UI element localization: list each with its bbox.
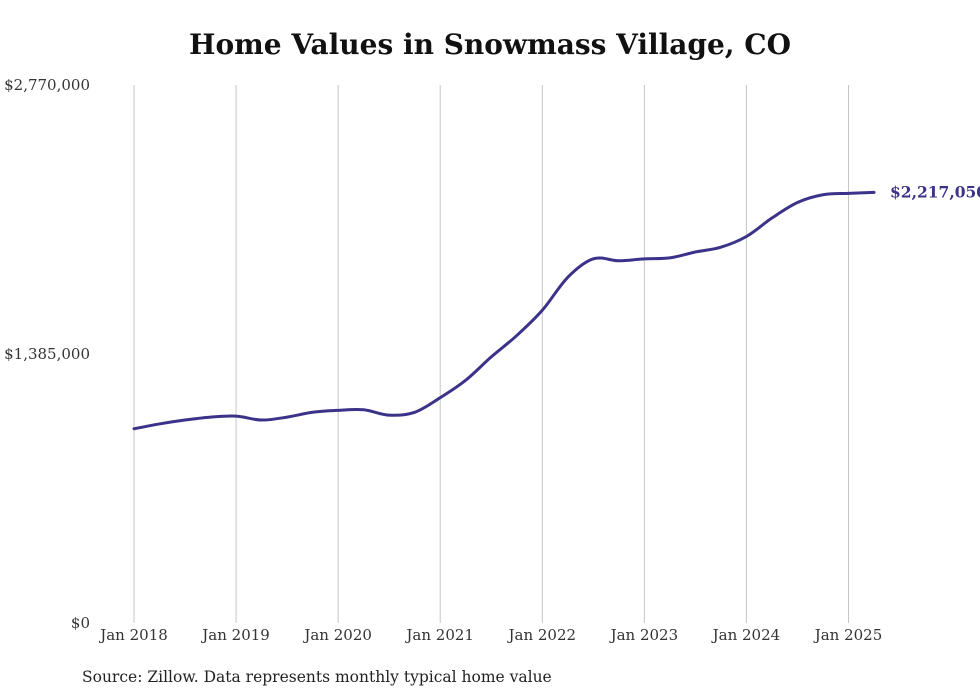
y-axis-ticks: $2,770,000 $1,385,000 $0	[4, 76, 90, 632]
x-tick-label: Jan 2020	[302, 626, 372, 644]
gridlines	[133, 85, 849, 623]
series-group: $2,217,050	[132, 182, 980, 431]
x-tick-label: Jan 2022	[506, 626, 576, 644]
x-tick-label: Jan 2019	[200, 626, 270, 644]
series-line	[132, 190, 876, 431]
end-value-label: $2,217,050	[890, 182, 980, 201]
x-tick-label: Jan 2024	[711, 626, 781, 644]
x-axis-ticks: Jan 2018 Jan 2019 Jan 2020 Jan 2021 Jan 2022…	[98, 626, 882, 644]
x-tick-label: Jan 2021	[404, 626, 474, 644]
y-tick-label: $1,385,000	[4, 345, 90, 363]
source-note: Source: Zillow. Data represents monthly …	[82, 668, 552, 686]
x-tick-label: Jan 2025	[813, 626, 883, 644]
chart-title: Home Values in Snowmass Village, CO	[189, 28, 791, 61]
x-tick-label: Jan 2018	[98, 626, 168, 644]
y-tick-label: $2,770,000	[4, 76, 90, 94]
x-tick-label: Jan 2023	[609, 626, 679, 644]
y-tick-label: $0	[71, 614, 90, 632]
